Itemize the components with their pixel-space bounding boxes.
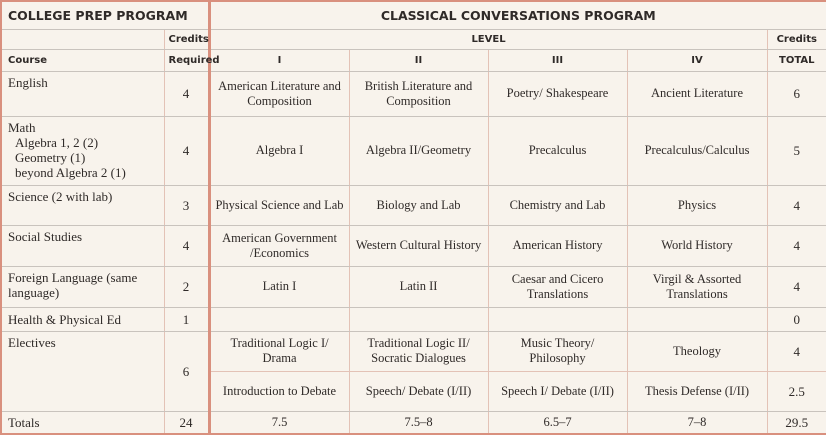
course-cell: Math Algebra 1, 2 (2) Geometry (1) beyond A…	[0, 115, 165, 186]
total-cell: 0	[766, 306, 826, 332]
level-total: 6.5–7	[487, 410, 628, 435]
course-cell: Health & Physical Ed	[0, 306, 165, 332]
level-cell: Latin II	[348, 265, 489, 308]
course-sub: Geometry (1)	[15, 149, 86, 165]
college-prep-header: COLLEGE PREP PROGRAM	[0, 0, 210, 30]
level-cell: Speech/ Debate (I/II)	[348, 370, 489, 412]
blank-header	[0, 28, 165, 50]
course-cell: Foreign Language (same language)	[0, 265, 165, 308]
table-row: Science (2 with lab) 3 Physical Science …	[0, 184, 826, 226]
level-total: 7.5–8	[348, 410, 489, 435]
table-row: Social Studies 4 American Government /Ec…	[0, 224, 826, 267]
required-cell: 6	[163, 330, 210, 412]
total-cell: 4	[766, 330, 826, 372]
total-cell: 6	[766, 70, 826, 117]
table-row: Electives 6 Traditional Logic I/ Drama T…	[0, 330, 826, 412]
level-cell: Precalculus	[487, 115, 628, 186]
course-sub: Algebra 1, 2 (2)	[15, 134, 99, 150]
required-total: 24	[163, 410, 210, 435]
total-cell: 4	[766, 184, 826, 226]
level-cell: Precalculus/Calculus	[626, 115, 768, 186]
level-total: 7–8	[626, 410, 768, 435]
level-cell: Poetry/ Shakespeare	[487, 70, 628, 117]
total-cell: 4	[766, 265, 826, 308]
level-cell: Biology and Lab	[348, 184, 489, 226]
table-row: English 4 American Literature and Compos…	[0, 70, 826, 117]
level-cell: American History	[487, 224, 628, 267]
level-cell: Theology	[626, 330, 768, 372]
level-cell	[487, 306, 628, 332]
level-cell: Virgil & Assorted Translations	[626, 265, 768, 308]
level-cell	[348, 306, 489, 332]
course-cell: Science (2 with lab)	[0, 184, 165, 226]
course-header: Course	[0, 48, 165, 72]
total-cell: 2.5	[766, 370, 826, 412]
required-header: Required	[163, 48, 220, 72]
level-cell: Music Theory/ Philosophy	[487, 330, 628, 372]
level-header: LEVEL	[207, 28, 768, 50]
course-sub: beyond Algebra 2 (1)	[15, 164, 126, 180]
level-cell: Ancient Literature	[626, 70, 768, 117]
required-cell: 4	[163, 224, 210, 267]
level-i-header: I	[207, 48, 350, 72]
course-name: Math	[8, 119, 36, 135]
level-cell: Traditional Logic I/ Drama	[207, 330, 350, 372]
total-cell: 4	[766, 224, 826, 267]
level-iv-header: IV	[626, 48, 768, 72]
level-cell	[207, 306, 350, 332]
credits-header: Credits	[163, 28, 210, 50]
course-cell: Social Studies	[0, 224, 165, 267]
totals-label: Totals	[0, 410, 165, 435]
table-row: Introduction to Debate Speech/ Debate (I…	[1, 370, 826, 412]
level-total: 7.5	[207, 410, 350, 435]
level-cell: Algebra I	[207, 115, 350, 186]
totals-row: Totals 24 7.5 7.5–8 6.5–7 7–8 29.5	[0, 410, 826, 435]
level-ii-header: II	[348, 48, 489, 72]
level-cell: American Government /Economics	[207, 224, 350, 267]
course-cell: Electives	[0, 330, 165, 412]
required-cell: 4	[163, 115, 210, 186]
table-row: Foreign Language (same language) 2 Latin…	[0, 265, 826, 308]
level-cell: Thesis Defense (I/II)	[626, 370, 768, 412]
level-cell: Traditional Logic II/ Socratic Dialogues	[348, 330, 489, 372]
level-cell: Algebra II/Geometry	[348, 115, 489, 186]
required-cell: 3	[163, 184, 210, 226]
grand-total: 29.5	[766, 410, 826, 435]
level-cell: Chemistry and Lab	[487, 184, 628, 226]
level-cell: British Literature and Composition	[348, 70, 489, 117]
level-cell	[626, 306, 768, 332]
level-cell: Speech I/ Debate (I/II)	[487, 370, 628, 412]
required-cell: 1	[163, 306, 210, 332]
level-cell: Western Cultural History	[348, 224, 489, 267]
level-cell: World History	[626, 224, 768, 267]
level-cell: Caesar and Cicero Translations	[487, 265, 628, 308]
total-cell: 5	[766, 115, 826, 186]
level-cell: Physical Science and Lab	[207, 184, 350, 226]
total-header: TOTAL	[766, 48, 826, 72]
table-row: Health & Physical Ed 1 0	[0, 306, 826, 332]
level-cell: American Literature and Composition	[207, 70, 350, 117]
level-cell: Physics	[626, 184, 768, 226]
table-row: Math Algebra 1, 2 (2) Geometry (1) beyond A…	[0, 115, 826, 186]
level-cell: Latin I	[207, 265, 350, 308]
course-cell: English	[0, 70, 165, 117]
credits-total-header: Credits	[766, 28, 826, 50]
required-cell: 4	[163, 70, 210, 117]
classical-conversations-header: CLASSICAL CONVERSATIONS PROGRAM	[207, 0, 826, 30]
level-iii-header: III	[487, 48, 628, 72]
level-cell: Introduction to Debate	[207, 370, 350, 412]
required-cell: 2	[163, 265, 210, 308]
